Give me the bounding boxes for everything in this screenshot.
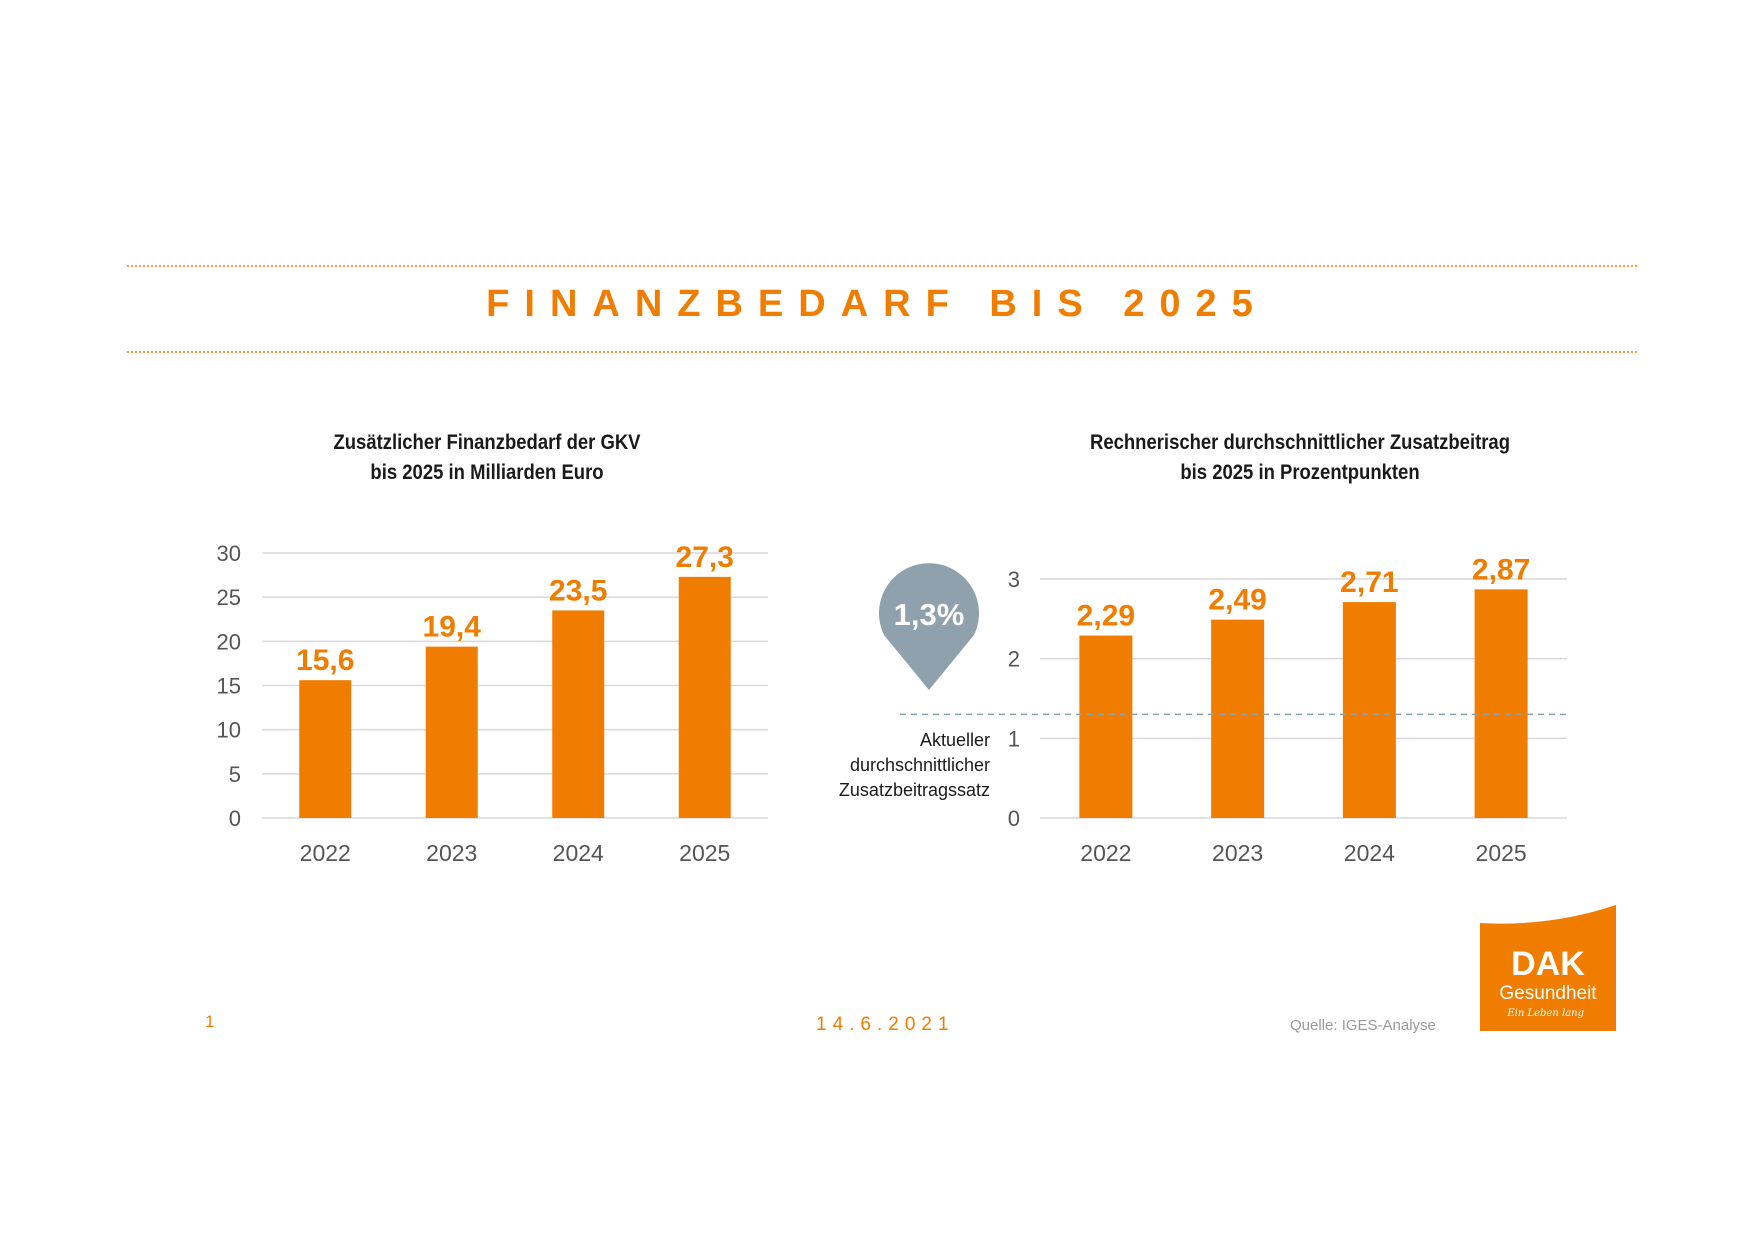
chart1-category-label-2024: 2024 <box>553 840 604 866</box>
logo-name: Gesundheit <box>1499 983 1597 1004</box>
logo-brand: DAK <box>1511 945 1585 983</box>
chart2-y-tick-label: 1 <box>1008 726 1020 751</box>
header-rule-bottom <box>127 351 1637 353</box>
chart1-title-line-2: bis 2025 in Milliarden Euro <box>370 461 604 484</box>
chart2-title-line-1: Rechnerischer durchschnittlicher Zusatzb… <box>1089 431 1511 454</box>
chart2-bar-2023 <box>1211 619 1265 818</box>
chart2-title: Rechnerischer durchschnittlicher Zusatzb… <box>1036 428 1564 488</box>
chart2-y-tick-label: 0 <box>1008 806 1020 831</box>
chart2-category-label-2024: 2024 <box>1344 840 1395 866</box>
chart1-value-label-2025: 27,3 <box>676 541 734 574</box>
chart1-value-label-2023: 19,4 <box>423 611 482 644</box>
chart1-y-tick-label: 30 <box>217 541 241 566</box>
chart2-y-tick-label: 2 <box>1008 647 1020 672</box>
annotation-line-2: durchschnittlicher <box>849 755 990 775</box>
chart1-y-tick-label: 10 <box>217 718 241 743</box>
reference-annotation: Aktueller durchschnittlicher Zusatzbeitr… <box>810 728 990 803</box>
chart1-y-tick-label: 5 <box>229 762 241 787</box>
chart2-category-label-2025: 2025 <box>1476 840 1527 866</box>
chart1-category-label-2025: 2025 <box>679 840 730 866</box>
reference-value-label: 1,3% <box>894 597 965 632</box>
dak-logo: DAK Gesundheit Ein Leben lang <box>1480 905 1616 1031</box>
chart1-y-tick-label: 15 <box>217 674 241 699</box>
logo-slogan: Ein Leben lang <box>1506 1008 1584 1019</box>
annotation-line-1: Aktueller <box>919 730 990 750</box>
chart1-y-tick-label: 25 <box>217 585 241 610</box>
source-note: Quelle: IGES-Analyse <box>1290 1017 1436 1034</box>
chart2-category-label-2023: 2023 <box>1212 840 1263 866</box>
chart1-y-tick-label: 0 <box>229 806 241 831</box>
chart2-title-line-2: bis 2025 in Prozentpunkten <box>1180 461 1420 484</box>
footer-date: 14.6.2021 <box>816 1014 955 1035</box>
chart1-bar-2025 <box>678 576 731 818</box>
chart1-bar-2023 <box>425 646 478 818</box>
chart2-value-label-2022: 2,29 <box>1077 600 1135 633</box>
map-pin-marker-icon <box>879 563 980 690</box>
page-title: FINANZBEDARF BIS 2025 <box>486 283 1268 325</box>
header-rule-top <box>127 265 1637 267</box>
page-number: 1 <box>205 1012 215 1031</box>
chart2-bar-2024 <box>1342 602 1396 818</box>
chart1-bar-2024 <box>552 610 605 818</box>
chart1-value-label-2024: 23,5 <box>549 574 607 607</box>
chart1-bar-2022 <box>299 680 352 818</box>
chart1-category-label-2023: 2023 <box>426 840 477 866</box>
chart2-value-label-2023: 2,49 <box>1208 584 1266 617</box>
chart2-bar-2025 <box>1474 589 1528 818</box>
chart2-value-label-2024: 2,71 <box>1340 566 1398 599</box>
annotation-line-3: Zusatzbeitragssatz <box>838 780 990 800</box>
chart2-value-label-2025: 2,87 <box>1472 553 1530 586</box>
chart1-y-tick-label: 20 <box>217 629 241 654</box>
chart2-category-label-2022: 2022 <box>1080 840 1131 866</box>
chart1-value-label-2022: 15,6 <box>296 644 354 677</box>
chart1-title-line-1: Zusätzlicher Finanzbedarf der GKV <box>333 431 641 454</box>
chart2-bar-2022 <box>1079 635 1133 818</box>
chart2-y-tick-label: 3 <box>1008 567 1020 592</box>
chart1-category-label-2022: 2022 <box>300 840 351 866</box>
chart1-title: Zusätzlicher Finanzbedarf der GKV bis 20… <box>267 428 707 488</box>
